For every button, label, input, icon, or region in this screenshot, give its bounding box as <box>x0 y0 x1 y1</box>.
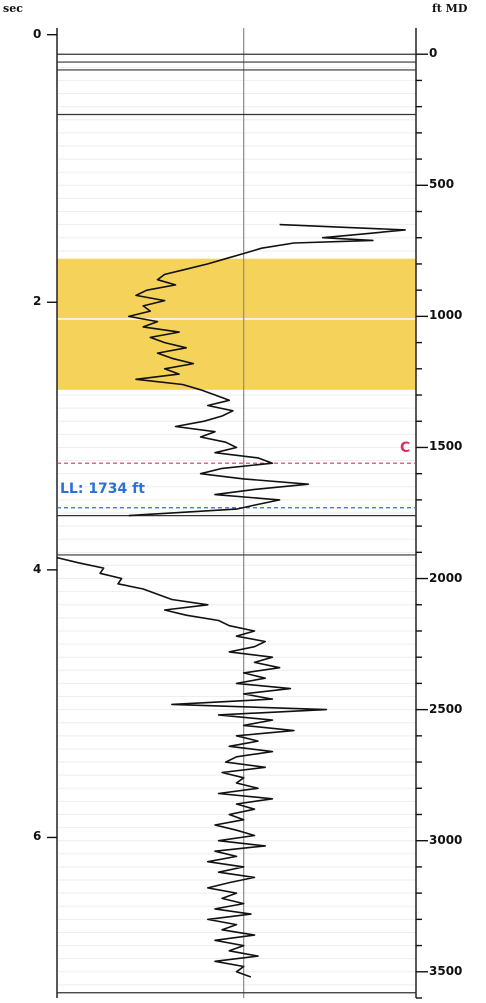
left-axis-tick-label: 2 <box>33 294 42 309</box>
right-axis-tick-label: 500 <box>429 177 455 192</box>
highlight-zone-layer <box>57 258 416 390</box>
right-axis-tick-label: 1000 <box>429 308 463 323</box>
right-axis-tick-label: 1500 <box>429 439 463 454</box>
right-axis-tick-label: 2000 <box>429 570 463 585</box>
right-axis-tick-label: 0 <box>429 46 438 61</box>
right-axis-tick-label: 3000 <box>429 832 463 847</box>
right-axis-title: ft MD <box>432 2 468 15</box>
left-axis-title: sec <box>3 2 23 15</box>
marker-layer <box>57 462 416 509</box>
right-axis-tick-label: 2500 <box>429 701 463 716</box>
marker-label-ll: LL: 1734 ft <box>60 480 145 497</box>
grid-layer <box>57 53 416 986</box>
right-axis-tick-label: 3500 <box>429 963 463 978</box>
left-axis-tick-label: 0 <box>33 26 42 41</box>
frame-layer <box>56 28 417 998</box>
tick-layer <box>47 33 428 999</box>
series-line-1 <box>128 223 407 517</box>
highlight-zone <box>57 258 416 390</box>
left-axis-tick-label: 4 <box>33 561 42 576</box>
series-line-2 <box>56 556 328 978</box>
left-axis-tick-label: 6 <box>33 829 42 844</box>
marker-label-c: C <box>400 440 411 457</box>
series-layer <box>56 223 407 978</box>
